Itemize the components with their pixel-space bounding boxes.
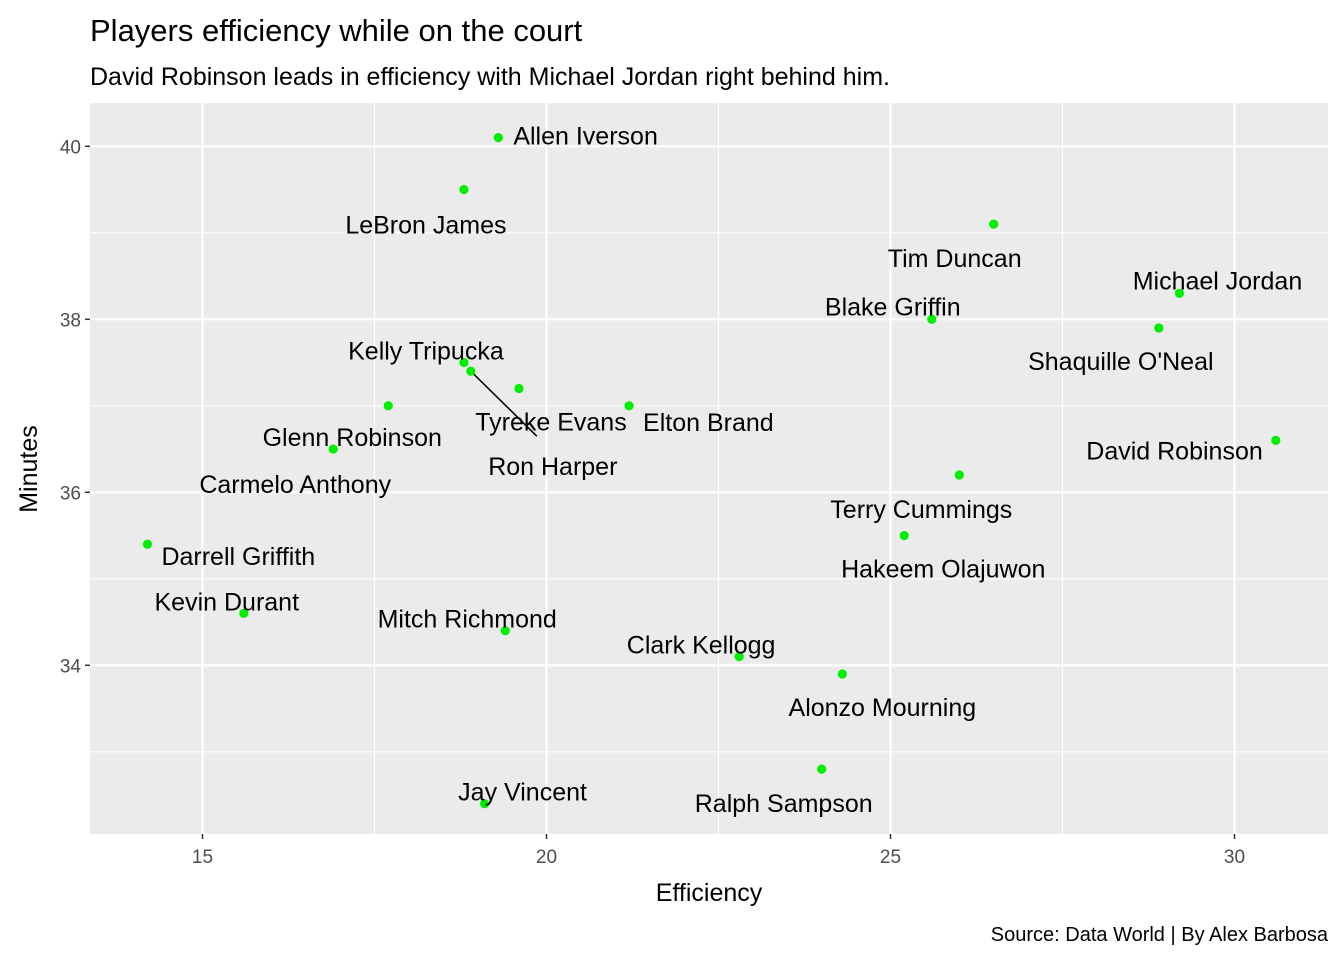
- data-point: [383, 401, 393, 411]
- point-label: Allen Iverson: [513, 123, 658, 151]
- x-axis: 15 20 25 30: [192, 834, 1245, 868]
- y-tick-label: 40: [60, 137, 81, 158]
- point-label: Hakeem Olajuwon: [841, 556, 1045, 584]
- data-point: [514, 383, 524, 394]
- data-point: [899, 530, 909, 541]
- data-point: [493, 133, 503, 143]
- data-point: [459, 184, 469, 195]
- chart-caption: Source: Data World | By Alex Barbosa: [991, 924, 1329, 946]
- x-tick-label: 25: [880, 847, 901, 868]
- point-label: Clark Kellogg: [627, 632, 776, 660]
- point-label: Glenn Robinson: [263, 424, 442, 452]
- point-label: David Robinson: [1086, 437, 1263, 465]
- y-axis: 34 36 38 40: [60, 137, 90, 677]
- y-tick-label: 36: [60, 483, 81, 504]
- point-label: Kevin Durant: [155, 588, 300, 616]
- leader-line: [472, 372, 538, 437]
- data-point: [734, 652, 744, 662]
- x-tick-label: 20: [536, 847, 557, 868]
- point-label: Blake Griffin: [825, 293, 961, 321]
- chart-title: Players efficiency while on the court: [90, 13, 583, 48]
- data-point: [479, 799, 490, 809]
- minor-gridlines: [90, 103, 1328, 834]
- data-point: [459, 357, 469, 368]
- data-point: [1154, 323, 1164, 333]
- plot-panel: [90, 103, 1328, 834]
- point-label: Ron Harper: [488, 453, 617, 481]
- x-axis-title: Efficiency: [656, 879, 763, 907]
- data-point: [239, 608, 249, 619]
- point-label: Terry Cummings: [830, 496, 1012, 524]
- data-points: [142, 133, 1281, 809]
- chart-subtitle: David Robinson leads in efficiency with …: [90, 63, 890, 91]
- point-label: Ralph Sampson: [695, 790, 873, 818]
- point-label: Elton Brand: [643, 409, 774, 437]
- data-point: [1174, 288, 1185, 298]
- data-point: [989, 219, 999, 229]
- data-point: [500, 626, 510, 636]
- data-point: [954, 470, 964, 480]
- data-point: [927, 314, 937, 324]
- data-point: [624, 401, 634, 411]
- point-label: Shaquille O'Neal: [1028, 348, 1213, 376]
- point-label: LeBron James: [345, 212, 506, 240]
- major-gridlines: [90, 103, 1328, 834]
- point-label: Tyreke Evans: [475, 409, 626, 437]
- point-label: Michael Jordan: [1133, 267, 1303, 295]
- point-label: Kelly Tripucka: [348, 338, 504, 366]
- point-label: Jay Vincent: [458, 779, 587, 807]
- point-label: Tim Duncan: [888, 245, 1022, 273]
- data-labels: Allen Iverson LeBron James Tim Duncan Micha…: [155, 123, 1303, 818]
- point-label: Darrell Griffith: [161, 543, 315, 571]
- x-tick-label: 15: [192, 847, 213, 868]
- data-point: [466, 366, 476, 376]
- point-label: Carmelo Anthony: [199, 471, 391, 499]
- data-point: [1271, 435, 1281, 445]
- point-label: Mitch Richmond: [378, 606, 557, 634]
- data-point: [837, 669, 847, 679]
- y-tick-label: 38: [60, 310, 81, 331]
- y-tick-label: 34: [60, 656, 82, 677]
- point-label: Alonzo Mourning: [789, 694, 977, 722]
- x-tick-label: 30: [1224, 847, 1245, 868]
- label-leader-lines: [472, 372, 538, 437]
- data-point: [142, 539, 153, 549]
- data-point: [817, 764, 827, 774]
- data-point: [328, 444, 338, 454]
- y-axis-title: Minutes: [15, 425, 43, 513]
